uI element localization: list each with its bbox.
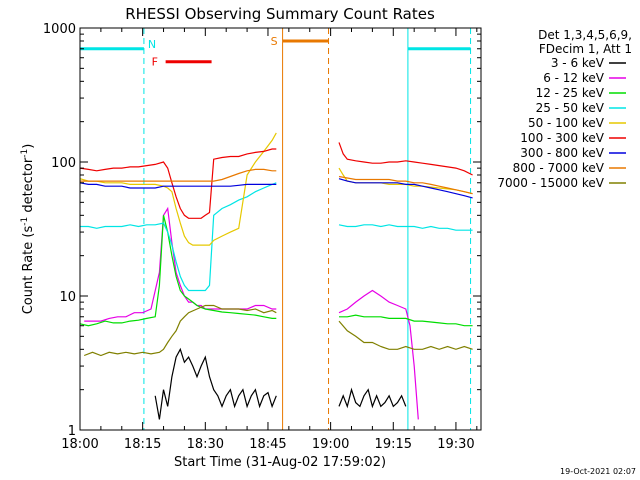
legend: Det 1,3,4,5,6,9,FDecim 1, Att 13 - 6 keV… xyxy=(497,28,632,190)
series-lines xyxy=(79,132,473,420)
legend-label: 12 - 25 keV xyxy=(536,86,605,100)
flag-markers: NF S xyxy=(79,28,472,430)
series-line xyxy=(338,224,473,231)
axis-ticks: 18:00 18:15 18:30 18:45 19:00 19:15 19:30 1 10 10… xyxy=(43,22,481,452)
x-tick-label: 19:30 xyxy=(437,437,474,452)
y-tick-label: 1000 xyxy=(43,22,76,37)
flag-letter: N xyxy=(148,38,156,51)
series-line xyxy=(79,215,277,327)
y-tick-label: 100 xyxy=(51,156,76,171)
x-axis-label: Start Time (31-Aug-02 17:59:02) xyxy=(174,455,386,470)
legend-label: 300 - 800 keV xyxy=(520,146,604,160)
series-line xyxy=(338,289,419,420)
legend-label: 800 - 7000 keV xyxy=(513,161,605,175)
flag-letter: F xyxy=(152,56,158,69)
plot-frame xyxy=(79,27,482,431)
chart-title: RHESSI Observing Summary Count Rates xyxy=(125,5,435,23)
series-line xyxy=(80,168,277,182)
series-line xyxy=(79,148,277,219)
flag-letter: S xyxy=(271,35,278,48)
series-line xyxy=(338,178,473,199)
legend-label: 3 - 6 keV xyxy=(551,56,605,70)
x-tick-label: 18:30 xyxy=(187,437,224,452)
series-line xyxy=(84,206,277,322)
legend-label: 50 - 100 keV xyxy=(528,116,605,130)
timestamp: 19-Oct-2021 02:07 xyxy=(560,467,636,476)
series-line xyxy=(338,320,473,350)
series-line xyxy=(83,304,277,357)
legend-label: 7000 - 15000 keV xyxy=(497,176,604,190)
x-tick-label: 19:00 xyxy=(312,437,349,452)
series-line xyxy=(338,387,407,409)
legend-label: 25 - 50 keV xyxy=(536,101,605,115)
legend-label: 100 - 300 keV xyxy=(520,131,604,145)
x-tick-label: 19:15 xyxy=(375,437,412,452)
series-line xyxy=(80,182,277,292)
series-line xyxy=(338,142,473,176)
series-line xyxy=(154,347,277,420)
series-line xyxy=(79,132,277,246)
y-tick-label: 10 xyxy=(59,290,76,305)
x-tick-label: 18:15 xyxy=(124,437,161,452)
series-line xyxy=(339,314,473,327)
legend-header: FDecim 1, Att 1 xyxy=(539,42,632,56)
y-tick-label: 1 xyxy=(68,424,76,439)
x-tick-label: 18:00 xyxy=(61,437,98,452)
series-line xyxy=(79,182,277,189)
legend-label: 6 - 12 keV xyxy=(543,71,605,85)
y-axis-label: Count Rate (s-1 detector-1) xyxy=(20,144,36,315)
legend-header: Det 1,3,4,5,6,9, xyxy=(538,28,632,42)
x-tick-label: 18:45 xyxy=(249,437,286,452)
series-line xyxy=(338,175,473,195)
